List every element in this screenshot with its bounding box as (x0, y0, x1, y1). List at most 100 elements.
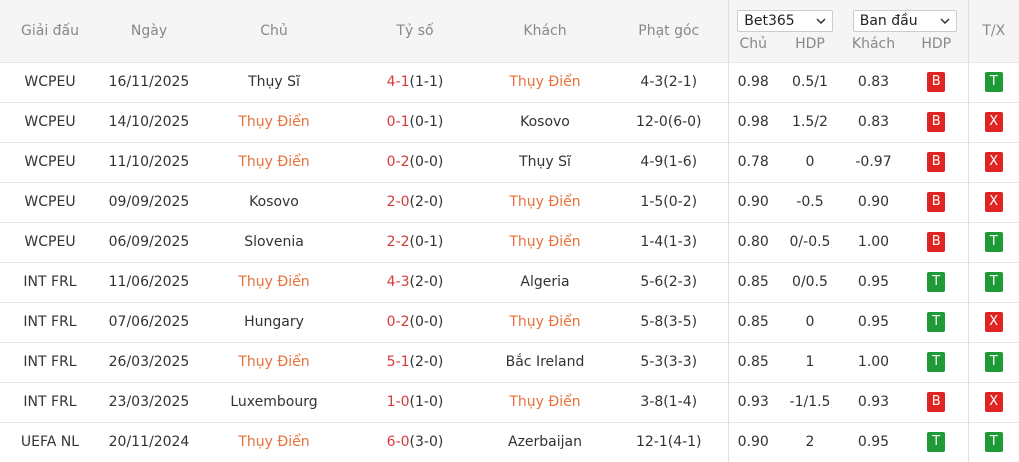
half-score: (2-0) (409, 274, 444, 290)
corners: 12-0(6-0) (610, 101, 728, 142)
match-row: WCPEU 06/09/2025 Slovenia 2-2(0-1) Thụy Điển… (0, 221, 1019, 262)
league: UEFA NL (0, 421, 100, 462)
date: 07/06/2025 (100, 301, 198, 342)
league: WCPEU (0, 221, 100, 262)
table-body: WCPEU 16/11/2025 Thụy Sĩ 4-1(1-1) Thụy Điển 4… (0, 61, 1019, 462)
hdp-result-cell: T (905, 301, 968, 342)
odds-away: 0.90 (842, 181, 905, 222)
score-cell: 0-2(0-0) (350, 141, 480, 182)
hdp-result: T (927, 312, 946, 332)
corners: 5-8(3-5) (610, 301, 728, 342)
away-team: Thụy Điển (480, 181, 610, 222)
bookmaker-cell: Bet365 (727, 0, 842, 36)
score: 0-2 (386, 154, 410, 170)
match-row: INT FRL 07/06/2025 Hungary 0-2(0-0) Thụy Điể… (0, 301, 1019, 342)
home-team: Thụy Điển (198, 341, 350, 382)
tx-result-cell: T (967, 221, 1019, 262)
match-row: WCPEU 14/10/2025 Thụy Điển 0-1(0-1) Kosovo 12… (0, 101, 1019, 142)
league: INT FRL (0, 381, 100, 422)
odds-away: -0.97 (842, 141, 905, 182)
select-value: Ban đầu (859, 13, 918, 29)
hdp-result-cell: B (905, 181, 968, 222)
select-value: Bet365 (744, 13, 795, 29)
date: 14/10/2025 (100, 101, 198, 142)
col-header: Giải đấu (0, 0, 100, 62)
odds-type-select[interactable]: Ban đầu (852, 10, 957, 32)
tx-result: X (984, 152, 1003, 172)
handicap: 0.5/1 (778, 61, 842, 102)
odds-home: 0.85 (727, 261, 778, 302)
handicap: 0/-0.5 (778, 221, 842, 262)
home-team: Hungary (198, 301, 350, 342)
odds-away: 0.95 (842, 421, 905, 462)
tx-result: X (984, 392, 1003, 412)
home-team: Thụy Sĩ (198, 61, 350, 102)
hdp-result-cell: B (905, 141, 968, 182)
sub-header: HDP (778, 36, 842, 62)
score: 5-1 (386, 354, 410, 370)
hdp-result-cell: B (905, 221, 968, 262)
hdp-result-cell: T (905, 261, 968, 302)
odds-home: 0.78 (727, 141, 778, 182)
half-score: (0-1) (409, 234, 444, 250)
odds-home: 0.90 (727, 421, 778, 462)
odds-away: 0.83 (842, 101, 905, 142)
score-cell: 5-1(2-0) (350, 341, 480, 382)
home-team: Thụy Điển (198, 141, 350, 182)
score-cell: 0-1(0-1) (350, 101, 480, 142)
away-team: Bắc Ireland (480, 341, 610, 382)
hdp-result-cell: B (905, 101, 968, 142)
date: 26/03/2025 (100, 341, 198, 382)
half-score: (0-0) (409, 154, 444, 170)
away-team: Thụy Điển (480, 301, 610, 342)
half-score: (0-1) (409, 114, 444, 130)
tx-result-cell: T (967, 421, 1019, 462)
match-row: WCPEU 16/11/2025 Thụy Sĩ 4-1(1-1) Thụy Điển 4… (0, 61, 1019, 102)
league: INT FRL (0, 301, 100, 342)
sub-header: HDP (905, 36, 968, 62)
date: 09/09/2025 (100, 181, 198, 222)
score-cell: 4-3(2-0) (350, 261, 480, 302)
tx-result-cell: X (967, 101, 1019, 142)
date: 11/10/2025 (100, 141, 198, 182)
score: 4-3 (386, 274, 410, 290)
score: 0-2 (386, 314, 410, 330)
league: WCPEU (0, 181, 100, 222)
score: 4-1 (386, 74, 410, 90)
handicap: 0 (778, 141, 842, 182)
score: 0-1 (386, 114, 410, 130)
match-row: INT FRL 23/03/2025 Luxembourg 1-0(1-0) Thụy … (0, 381, 1019, 422)
half-score: (2-0) (409, 354, 444, 370)
hdp-result-cell: T (905, 341, 968, 382)
score: 6-0 (386, 434, 410, 450)
tx-result-cell: T (967, 61, 1019, 102)
odds-away: 0.93 (842, 381, 905, 422)
tx-result: T (984, 232, 1003, 252)
score-cell: 2-0(2-0) (350, 181, 480, 222)
date: 11/06/2025 (100, 261, 198, 302)
corners: 5-3(3-3) (610, 341, 728, 382)
tx-result: X (984, 112, 1003, 132)
odds-home: 0.85 (727, 301, 778, 342)
sub-header: Chủ (727, 36, 778, 62)
odds-away: 0.83 (842, 61, 905, 102)
half-score: (2-0) (409, 194, 444, 210)
half-score: (3-0) (409, 434, 444, 450)
sub-header: Khách (842, 36, 905, 62)
col-header: Ngày (100, 0, 198, 62)
handicap: 1.5/2 (778, 101, 842, 142)
tx-result-cell: X (967, 181, 1019, 222)
league: WCPEU (0, 61, 100, 102)
handicap: -1/1.5 (778, 381, 842, 422)
match-row: WCPEU 11/10/2025 Thụy Điển 0-2(0-0) Thụy Sĩ 4… (0, 141, 1019, 182)
home-team: Thụy Điển (198, 101, 350, 142)
home-team: Luxembourg (198, 381, 350, 422)
tx-result: T (984, 272, 1003, 292)
tx-result: T (984, 72, 1003, 92)
home-team: Thụy Điển (198, 261, 350, 302)
col-header: T/X (967, 0, 1019, 62)
odds-home: 0.80 (727, 221, 778, 262)
tx-result-cell: X (967, 141, 1019, 182)
score-cell: 0-2(0-0) (350, 301, 480, 342)
bookmaker-select[interactable]: Bet365 (737, 10, 834, 32)
